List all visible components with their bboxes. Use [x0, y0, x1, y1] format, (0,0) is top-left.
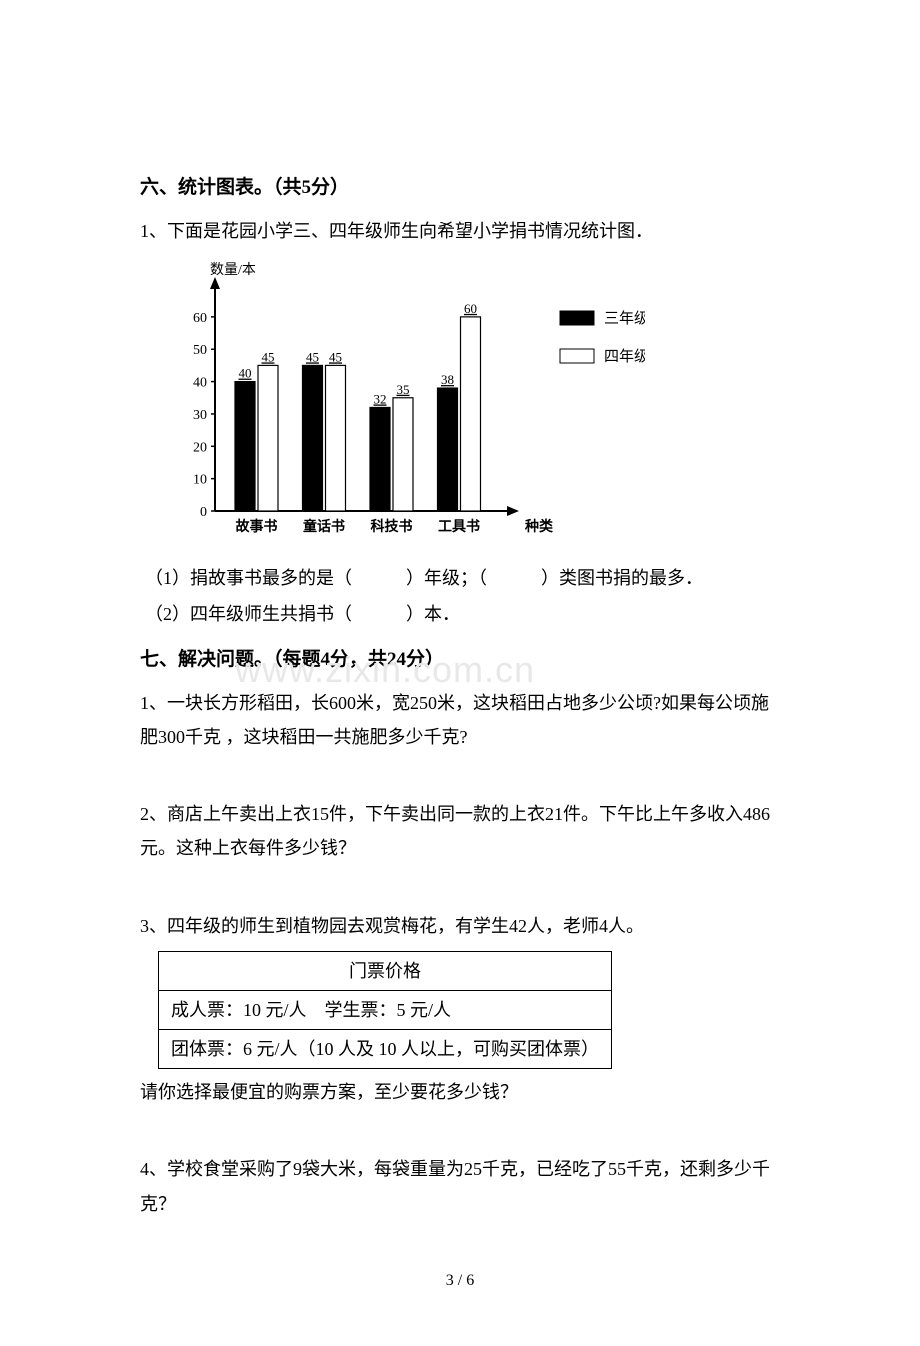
svg-text:20: 20: [193, 441, 207, 456]
svg-text:0: 0: [200, 505, 207, 520]
svg-text:三年级: 三年级: [604, 310, 645, 327]
section-6-title: 六、统计图表。（共5分）: [140, 170, 780, 206]
ticket-row1: 成人票：10 元/人 学生票：5 元/人: [159, 990, 612, 1029]
svg-text:四年级: 四年级: [604, 348, 645, 365]
section-6-q1-sub2: （2）四年级师生共捐书（ ）本．: [145, 597, 780, 631]
svg-text:38: 38: [441, 372, 454, 387]
section-7-q2: 2、商店上午卖出上衣15件，下午卖出同一款的上衣21件。下午比上午多收入486元…: [140, 797, 780, 865]
svg-text:童话书: 童话书: [303, 518, 345, 535]
svg-text:种类: 种类: [524, 518, 554, 535]
svg-text:45: 45: [262, 350, 275, 365]
svg-text:科技书: 科技书: [371, 518, 413, 535]
section-7-q1: 1、一块长方形稻田，长600米，宽250米，这块稻田占地多少公顷?如果每公顷施肥…: [140, 686, 780, 754]
section-7-q4: 4、学校食堂采购了9袋大米，每袋重量为25千克，已经吃了55千克，还剩多少千克？: [140, 1152, 780, 1220]
svg-text:45: 45: [306, 350, 319, 365]
bar-chart: 数量/本 0 10 20 30 40 50 60 40 45 故事书 45 45 童话书 32 35 科技书 38…: [165, 256, 780, 551]
svg-text:10: 10: [193, 473, 207, 488]
svg-text:60: 60: [193, 311, 207, 326]
svg-text:数量/本: 数量/本: [210, 262, 256, 278]
page-number: 3 / 6: [140, 1266, 780, 1296]
section-6-q1: 1、下面是花园小学三、四年级师生向希望小学捐书情况统计图．: [140, 214, 780, 248]
ticket-row2: 团体票：6 元/人（10 人及 10 人以上，可购买团体票）: [159, 1030, 612, 1069]
svg-text:60: 60: [464, 301, 477, 316]
ticket-price-table: 门票价格 成人票：10 元/人 学生票：5 元/人 团体票：6 元/人（10 人…: [158, 951, 612, 1070]
svg-text:32: 32: [374, 392, 387, 407]
svg-text:故事书: 故事书: [236, 518, 278, 535]
svg-text:45: 45: [329, 350, 342, 365]
svg-text:35: 35: [397, 382, 410, 397]
svg-text:50: 50: [193, 344, 207, 359]
ticket-header: 门票价格: [159, 951, 612, 990]
section-6-q1-sub1: （1）捐故事书最多的是（ ）年级；（ ）类图书捐的最多．: [145, 561, 780, 595]
section-7-q3: 3、四年级的师生到植物园去观赏梅花，有学生42人，老师4人。: [140, 909, 780, 943]
svg-text:30: 30: [193, 408, 207, 423]
svg-text:工具书: 工具书: [438, 518, 480, 535]
section-7-title: 七、解决问题。（每题4分，共24分）: [140, 642, 780, 678]
svg-text:40: 40: [193, 376, 207, 391]
svg-text:40: 40: [239, 366, 252, 381]
section-7-q3-after: 请你选择最便宜的购票方案，至少要花多少钱？: [140, 1075, 780, 1109]
